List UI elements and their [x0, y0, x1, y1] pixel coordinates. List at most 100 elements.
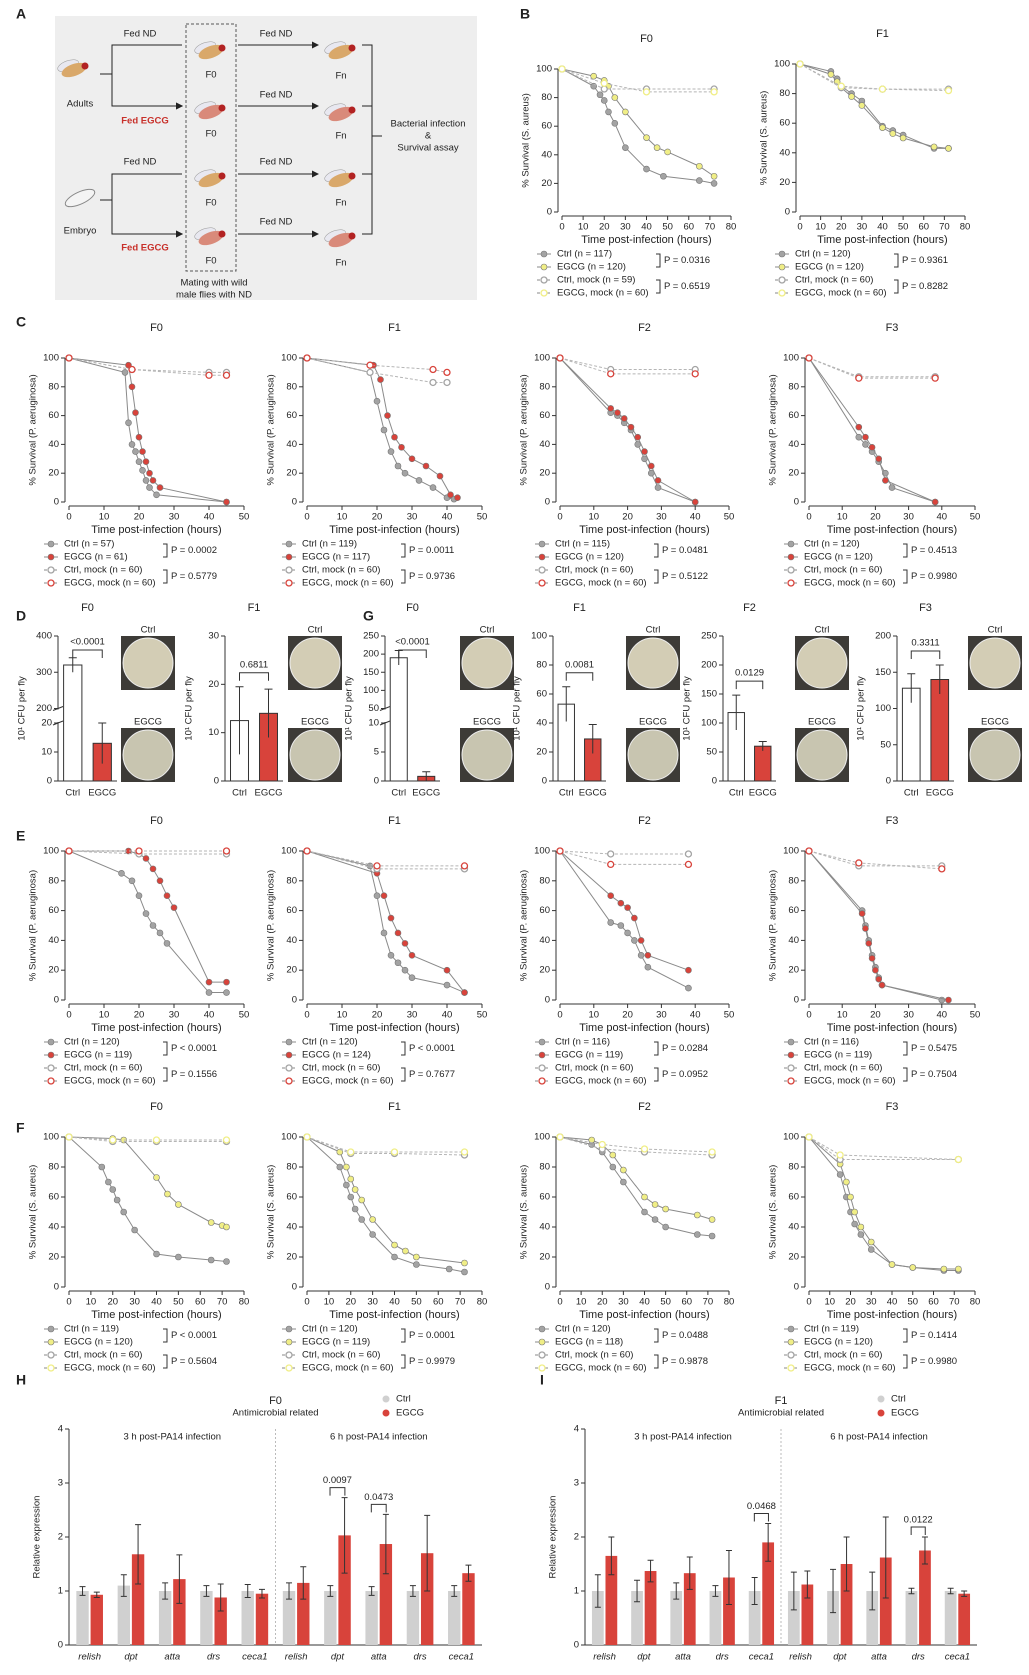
- chart-title: F1: [388, 322, 401, 334]
- survival-point: [598, 1140, 606, 1149]
- survival-point: [205, 978, 213, 986]
- x-tick-label: 60: [195, 1297, 206, 1308]
- error-bar: [382, 1513, 389, 1575]
- x-tick-label: 80: [960, 222, 971, 233]
- x-tick-label: 20: [372, 1010, 383, 1021]
- panel-label: B: [520, 6, 530, 22]
- group-label: 6 h post-PA14 infection: [330, 1432, 428, 1443]
- y-tick-label: 0: [54, 995, 59, 1006]
- x-tick-label: 20: [622, 512, 633, 523]
- survival-point: [836, 1171, 844, 1178]
- y-axis-label: % Survival (P. aeruginosa): [519, 374, 530, 485]
- survival-point: [402, 1247, 409, 1255]
- fly-eye: [218, 44, 226, 52]
- error-bar: [300, 1566, 307, 1600]
- error-bar: [765, 1523, 772, 1562]
- y-tick-label: 60: [779, 118, 790, 129]
- chart-title: F0: [406, 602, 419, 614]
- chart-title: F1: [248, 602, 261, 614]
- x-tick-label: 20: [372, 512, 383, 523]
- survival-line: [306, 357, 447, 383]
- survival-point: [614, 409, 621, 417]
- y-tick-label: 50: [880, 739, 891, 750]
- legend-marker: [285, 1351, 293, 1359]
- image-label: EGCG: [639, 717, 667, 728]
- error-bar: [594, 1574, 601, 1608]
- survival-point: [118, 870, 125, 877]
- bar: [709, 1591, 722, 1645]
- survival-point: [620, 1178, 627, 1186]
- legend-marker: [538, 1051, 546, 1059]
- label: F0: [205, 198, 216, 209]
- p-value: P = 0.5779: [171, 571, 217, 582]
- fly-eye: [218, 172, 226, 180]
- bar: [591, 1591, 604, 1645]
- legend-label: Ctrl, mock (n = 60): [555, 1350, 633, 1361]
- error-bar: [286, 1582, 293, 1600]
- chart-title: F1: [775, 1395, 788, 1407]
- p-value: P = 0.7677: [409, 1069, 455, 1080]
- fly-body: [328, 172, 354, 188]
- label: Embryo: [64, 226, 97, 237]
- y-tick-label: 0: [54, 497, 59, 508]
- y-tick-label: 30: [208, 631, 219, 642]
- chart-title: F2: [638, 815, 651, 827]
- y-tick-label: 100: [281, 353, 297, 364]
- survival-point: [207, 1219, 215, 1226]
- survival-point: [142, 855, 150, 862]
- legend-label: Ctrl (n = 115): [555, 539, 610, 550]
- x-tick-label: 50: [239, 1010, 250, 1021]
- p-bracket: [903, 1041, 908, 1056]
- y-tick-label: 40: [536, 718, 547, 729]
- bar: [131, 1554, 145, 1645]
- p-value: P = 0.5604: [171, 1356, 217, 1367]
- legend-label: EGCG (n = 120): [804, 1337, 873, 1348]
- p-bracket: [401, 569, 406, 584]
- survival-point: [222, 847, 231, 855]
- image-label: EGCG: [134, 717, 162, 728]
- survival-point: [358, 1196, 365, 1204]
- survival-point: [132, 409, 139, 417]
- y-tick-label: 20: [48, 965, 59, 976]
- legend-marker: [540, 276, 548, 284]
- bar: [866, 1591, 879, 1645]
- legend-marker: [540, 263, 548, 271]
- error-bar: [647, 1559, 654, 1583]
- survival-point: [351, 1205, 359, 1213]
- label: Fn: [335, 71, 346, 82]
- y-tick-label: 40: [286, 439, 297, 450]
- x-tick-label: 10: [576, 1297, 587, 1308]
- p-bracket: [163, 1354, 168, 1369]
- survival-point: [175, 1253, 182, 1261]
- p-bracket: [163, 1041, 168, 1056]
- survival-point: [855, 374, 863, 382]
- y-tick-label: 60: [286, 1192, 297, 1203]
- survival-point: [858, 910, 866, 917]
- x-tick-label: 50: [660, 1297, 671, 1308]
- survival-point: [889, 130, 897, 137]
- y-tick-label: 20: [788, 468, 799, 479]
- bar: [840, 1564, 853, 1645]
- dish: [122, 729, 174, 781]
- survival-line: [68, 1136, 227, 1141]
- p-value: P = 0.1414: [911, 1330, 957, 1341]
- legend-label: Ctrl, mock (n = 60): [302, 565, 380, 576]
- y-axis-label: % Survival (P. aeruginosa): [266, 870, 277, 981]
- p-value: P < 0.0001: [409, 1043, 455, 1054]
- survival-point: [223, 1223, 230, 1231]
- y-tick-label: 100: [43, 1132, 59, 1143]
- survival-line: [561, 68, 715, 93]
- bar: [879, 1557, 892, 1645]
- p-bracket: [163, 1067, 168, 1082]
- error-bar: [244, 1584, 251, 1598]
- legend-label: Ctrl, mock (n = 59): [557, 275, 635, 286]
- x-tick-label: atta: [675, 1652, 691, 1663]
- survival-point: [384, 412, 391, 419]
- p-value: P = 0.1556: [171, 1069, 217, 1080]
- survival-point: [142, 477, 150, 484]
- fly-body: [198, 230, 224, 246]
- p-value: P = 0.0001: [409, 1330, 455, 1341]
- legend-label: EGCG, mock (n = 60): [302, 1076, 394, 1087]
- survival-point: [805, 1133, 813, 1141]
- survival-point: [461, 1268, 468, 1276]
